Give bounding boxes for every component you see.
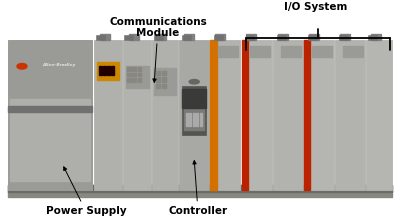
Bar [154, 68, 176, 95]
Bar [162, 77, 166, 82]
Bar [8, 40, 92, 190]
Bar [8, 186, 392, 196]
Bar [214, 35, 223, 40]
Bar [129, 34, 139, 40]
Bar [182, 89, 206, 108]
Bar [132, 67, 136, 71]
Bar [103, 66, 106, 75]
Bar [281, 46, 301, 58]
Bar [186, 113, 188, 126]
Bar [138, 73, 141, 76]
Text: Power Supply: Power Supply [46, 167, 126, 217]
Bar [309, 34, 319, 40]
Bar [99, 66, 102, 75]
Bar [132, 78, 136, 82]
Bar [8, 186, 392, 192]
Ellipse shape [189, 80, 199, 84]
Bar [107, 66, 110, 75]
Bar [193, 113, 195, 126]
Bar [246, 35, 254, 40]
Bar [215, 34, 225, 40]
Bar [343, 46, 363, 58]
Bar [162, 84, 166, 88]
Bar [126, 66, 149, 88]
Bar [124, 35, 133, 40]
Bar [200, 113, 202, 126]
Bar [277, 35, 286, 40]
Bar [182, 35, 191, 40]
Bar [366, 40, 392, 190]
Bar [94, 40, 122, 190]
Bar [189, 113, 191, 126]
Text: Allen-Bradley: Allen-Bradley [42, 63, 75, 67]
Bar [156, 34, 166, 40]
Bar [250, 46, 270, 58]
Bar [335, 40, 365, 190]
Bar [304, 40, 334, 190]
Bar [246, 34, 256, 40]
Bar [111, 66, 114, 75]
Bar [97, 62, 119, 80]
Bar [273, 40, 303, 190]
Bar [96, 35, 105, 40]
Bar [100, 34, 110, 40]
Bar [242, 40, 248, 190]
Bar [8, 106, 92, 112]
Text: Controller: Controller [168, 161, 228, 217]
Bar [138, 67, 141, 71]
Bar [152, 40, 178, 190]
Bar [304, 40, 310, 190]
Bar [368, 35, 377, 40]
Bar [127, 67, 131, 71]
Bar [156, 84, 160, 88]
Bar [196, 113, 198, 126]
Bar [154, 35, 163, 40]
Bar [182, 86, 206, 135]
Bar [210, 40, 217, 190]
Bar [184, 106, 204, 130]
Bar [127, 73, 131, 76]
Bar [218, 46, 238, 58]
Bar [127, 78, 131, 82]
Bar [210, 40, 240, 190]
Ellipse shape [17, 64, 27, 69]
Bar [156, 77, 160, 82]
Bar [162, 71, 166, 75]
Bar [339, 35, 348, 40]
Bar [10, 99, 90, 181]
Bar [123, 40, 151, 190]
Bar [184, 34, 194, 40]
Bar [132, 73, 136, 76]
Text: I/O System: I/O System [284, 2, 348, 12]
Bar [156, 71, 160, 75]
Bar [138, 78, 141, 82]
Bar [179, 40, 209, 190]
Bar [340, 34, 350, 40]
Bar [242, 40, 272, 190]
Bar [278, 34, 288, 40]
Bar [371, 34, 381, 40]
Bar [312, 46, 332, 58]
Text: Communications
Module: Communications Module [109, 17, 207, 82]
Bar [308, 35, 317, 40]
